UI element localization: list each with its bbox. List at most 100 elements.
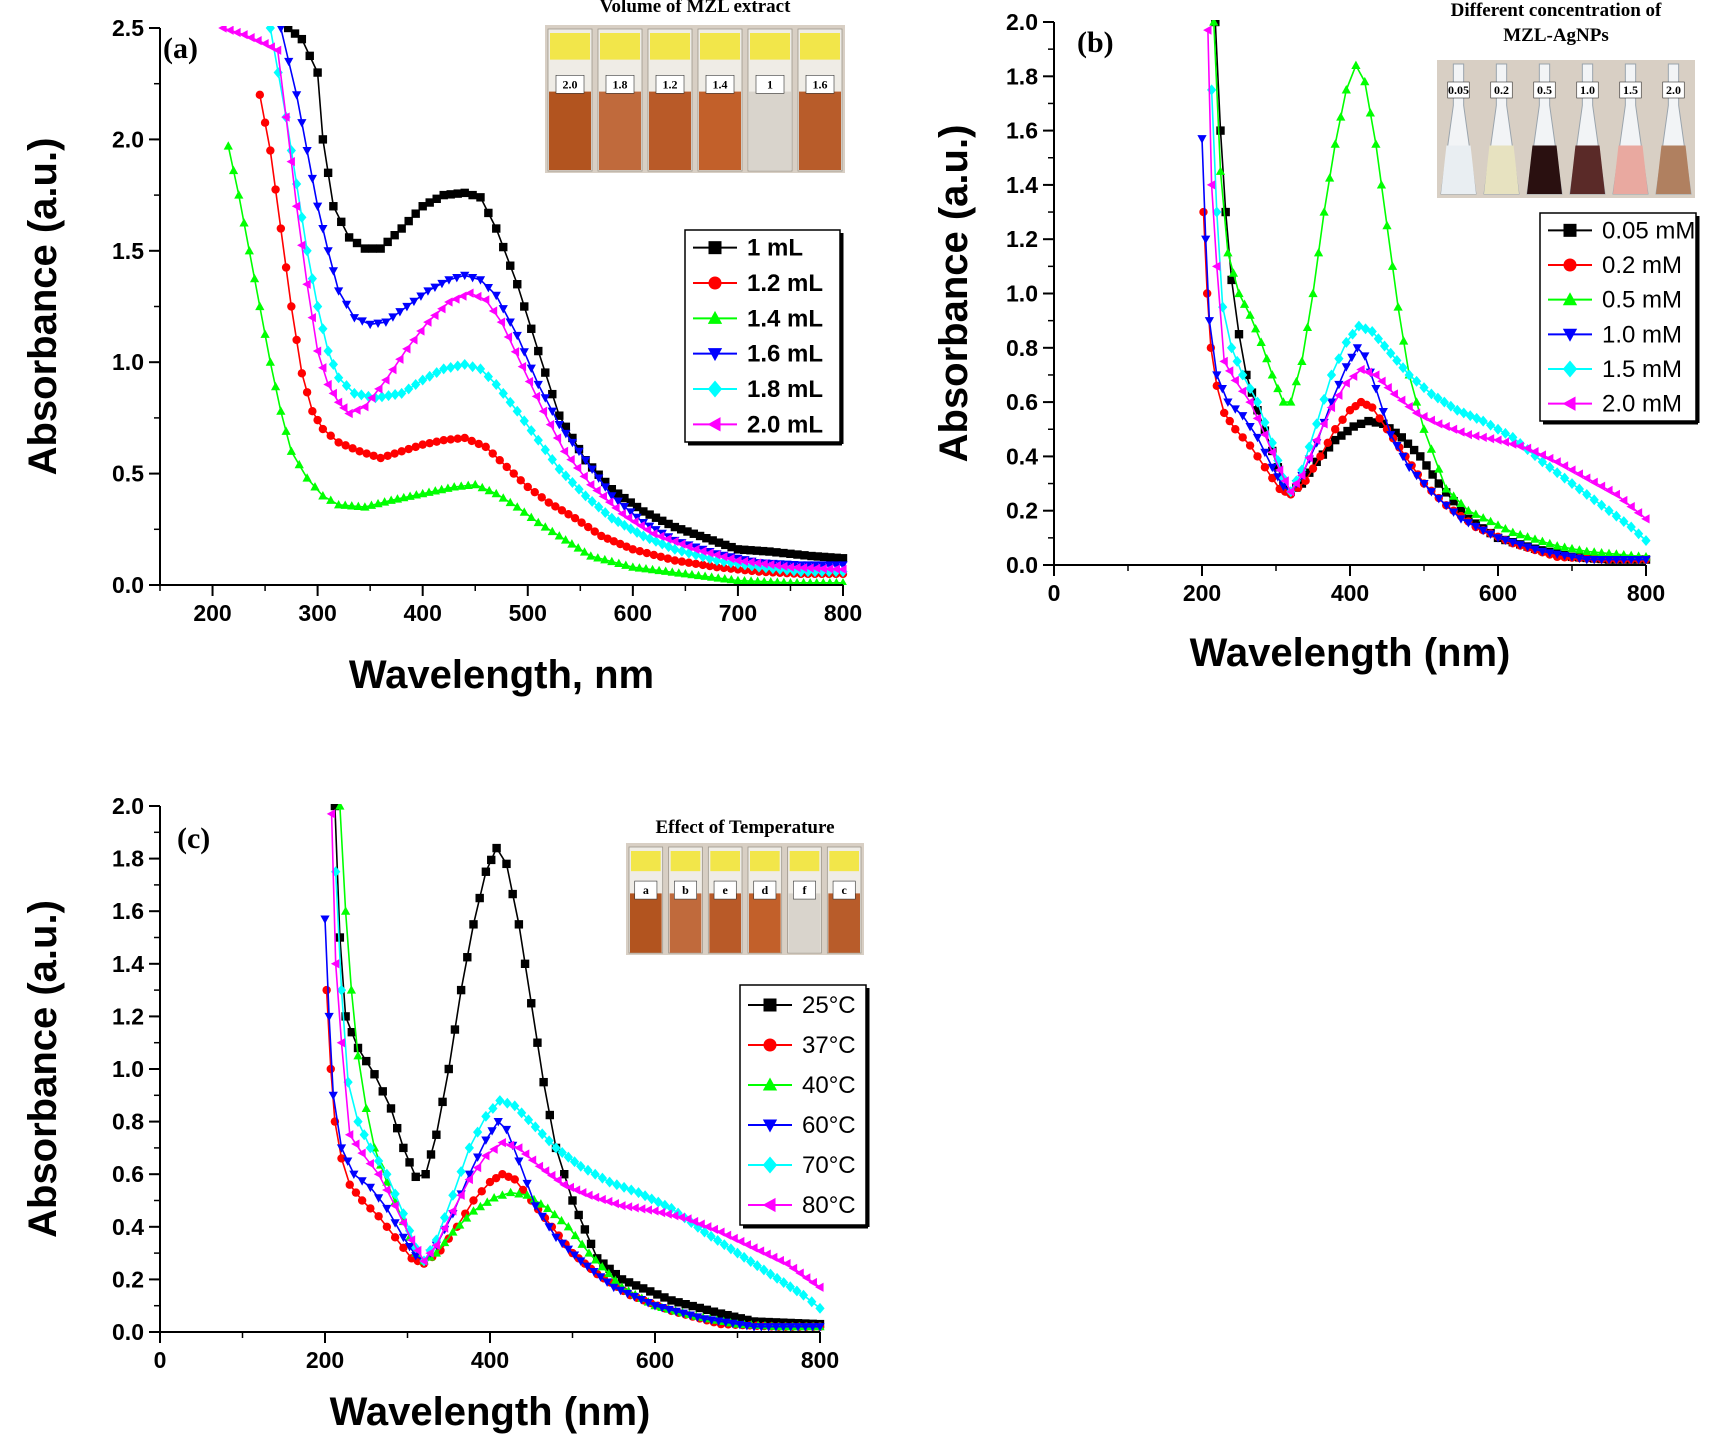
data-point bbox=[587, 495, 597, 507]
data-point bbox=[276, 406, 286, 415]
inset-background bbox=[545, 25, 845, 173]
data-point bbox=[642, 525, 652, 535]
data-point bbox=[1478, 513, 1488, 522]
data-point bbox=[826, 553, 835, 562]
data-point bbox=[746, 557, 755, 567]
data-point bbox=[1212, 381, 1222, 391]
data-point bbox=[825, 564, 834, 574]
data-point bbox=[1471, 509, 1481, 518]
data-point bbox=[1220, 408, 1229, 418]
data-point bbox=[726, 574, 736, 584]
chart-panel-2: 0 200 400 600 800 0.0 0.2 0.4 0.6 0.8 1.0 1.2 1.4 1.6… bbox=[932, 0, 1700, 675]
data-point bbox=[1559, 551, 1570, 561]
data-point bbox=[1463, 519, 1474, 528]
data-point bbox=[323, 247, 333, 256]
data-point bbox=[520, 1149, 530, 1159]
data-point bbox=[1206, 180, 1216, 190]
data-point bbox=[817, 561, 827, 570]
data-point bbox=[622, 542, 631, 551]
data-point bbox=[1217, 384, 1227, 394]
legend-marker bbox=[763, 1038, 777, 1052]
data-point bbox=[1367, 326, 1377, 337]
data-point bbox=[460, 358, 470, 370]
data-point bbox=[493, 1118, 503, 1127]
data-point bbox=[519, 415, 529, 427]
tube-liquid bbox=[699, 91, 741, 171]
data-point bbox=[634, 563, 645, 572]
data-point bbox=[426, 1150, 436, 1159]
data-point bbox=[676, 525, 686, 534]
data-point bbox=[670, 556, 680, 565]
data-point bbox=[633, 1187, 644, 1199]
data-point bbox=[636, 1295, 646, 1305]
data-point bbox=[469, 920, 478, 929]
flask-tag bbox=[1447, 81, 1470, 99]
data-point bbox=[1325, 173, 1335, 182]
data-point bbox=[527, 999, 536, 1008]
data-point bbox=[565, 1182, 575, 1192]
data-point bbox=[1280, 476, 1289, 486]
data-point bbox=[1522, 443, 1532, 453]
data-point bbox=[702, 1305, 712, 1315]
y-tick-label: 1.5 bbox=[112, 238, 144, 264]
data-point bbox=[563, 1245, 573, 1254]
data-point bbox=[1404, 402, 1413, 412]
data-point bbox=[1604, 556, 1614, 565]
data-point bbox=[616, 539, 625, 549]
tube-label-sticker bbox=[631, 851, 661, 872]
data-point bbox=[719, 563, 729, 573]
data-point bbox=[425, 1248, 434, 1258]
data-point bbox=[437, 304, 446, 314]
data-point bbox=[603, 1196, 613, 1207]
data-point bbox=[390, 1233, 400, 1242]
data-point bbox=[1313, 247, 1324, 257]
data-point bbox=[1238, 369, 1248, 381]
data-point bbox=[491, 1173, 501, 1183]
tube-label-sticker bbox=[800, 33, 840, 60]
series-1.8-mL bbox=[265, 26, 848, 578]
x-tick-label: 800 bbox=[801, 1347, 839, 1373]
data-point bbox=[1500, 437, 1509, 447]
y-tick-label: 2.5 bbox=[112, 15, 144, 41]
data-point bbox=[1419, 411, 1428, 422]
data-point bbox=[526, 364, 536, 373]
data-point bbox=[643, 1205, 652, 1215]
data-point bbox=[576, 1257, 586, 1266]
data-point bbox=[390, 1219, 400, 1228]
data-point bbox=[344, 1130, 354, 1140]
data-point bbox=[344, 408, 353, 419]
data-point bbox=[547, 1170, 556, 1181]
data-point bbox=[1582, 546, 1592, 555]
data-point bbox=[462, 1213, 472, 1222]
data-point bbox=[1433, 419, 1443, 429]
data-point bbox=[432, 437, 441, 446]
data-point bbox=[287, 302, 296, 311]
series-25-C bbox=[330, 804, 825, 1329]
data-point bbox=[758, 546, 768, 556]
data-point bbox=[683, 1214, 692, 1224]
data-point bbox=[654, 565, 664, 575]
data-point bbox=[367, 393, 376, 403]
data-point bbox=[1434, 464, 1444, 473]
data-point bbox=[1224, 366, 1234, 376]
data-point bbox=[663, 1209, 672, 1219]
data-point bbox=[328, 358, 338, 370]
data-point bbox=[553, 1175, 562, 1185]
data-point bbox=[739, 575, 750, 585]
data-point bbox=[810, 566, 820, 578]
data-point bbox=[1500, 427, 1511, 439]
data-point bbox=[382, 1204, 392, 1214]
data-point bbox=[1360, 352, 1370, 361]
data-point bbox=[374, 1194, 384, 1203]
plot-area bbox=[218, 26, 848, 585]
legend-entry: 0.5 mM bbox=[1548, 287, 1682, 314]
legend-box bbox=[1539, 212, 1697, 422]
data-point bbox=[678, 1309, 688, 1319]
data-point bbox=[831, 561, 841, 570]
data-point bbox=[691, 544, 700, 554]
data-point bbox=[656, 1207, 666, 1218]
data-point bbox=[671, 1307, 681, 1317]
data-point bbox=[647, 1193, 657, 1205]
legend-marker bbox=[762, 1197, 776, 1213]
data-point bbox=[482, 1197, 492, 1206]
